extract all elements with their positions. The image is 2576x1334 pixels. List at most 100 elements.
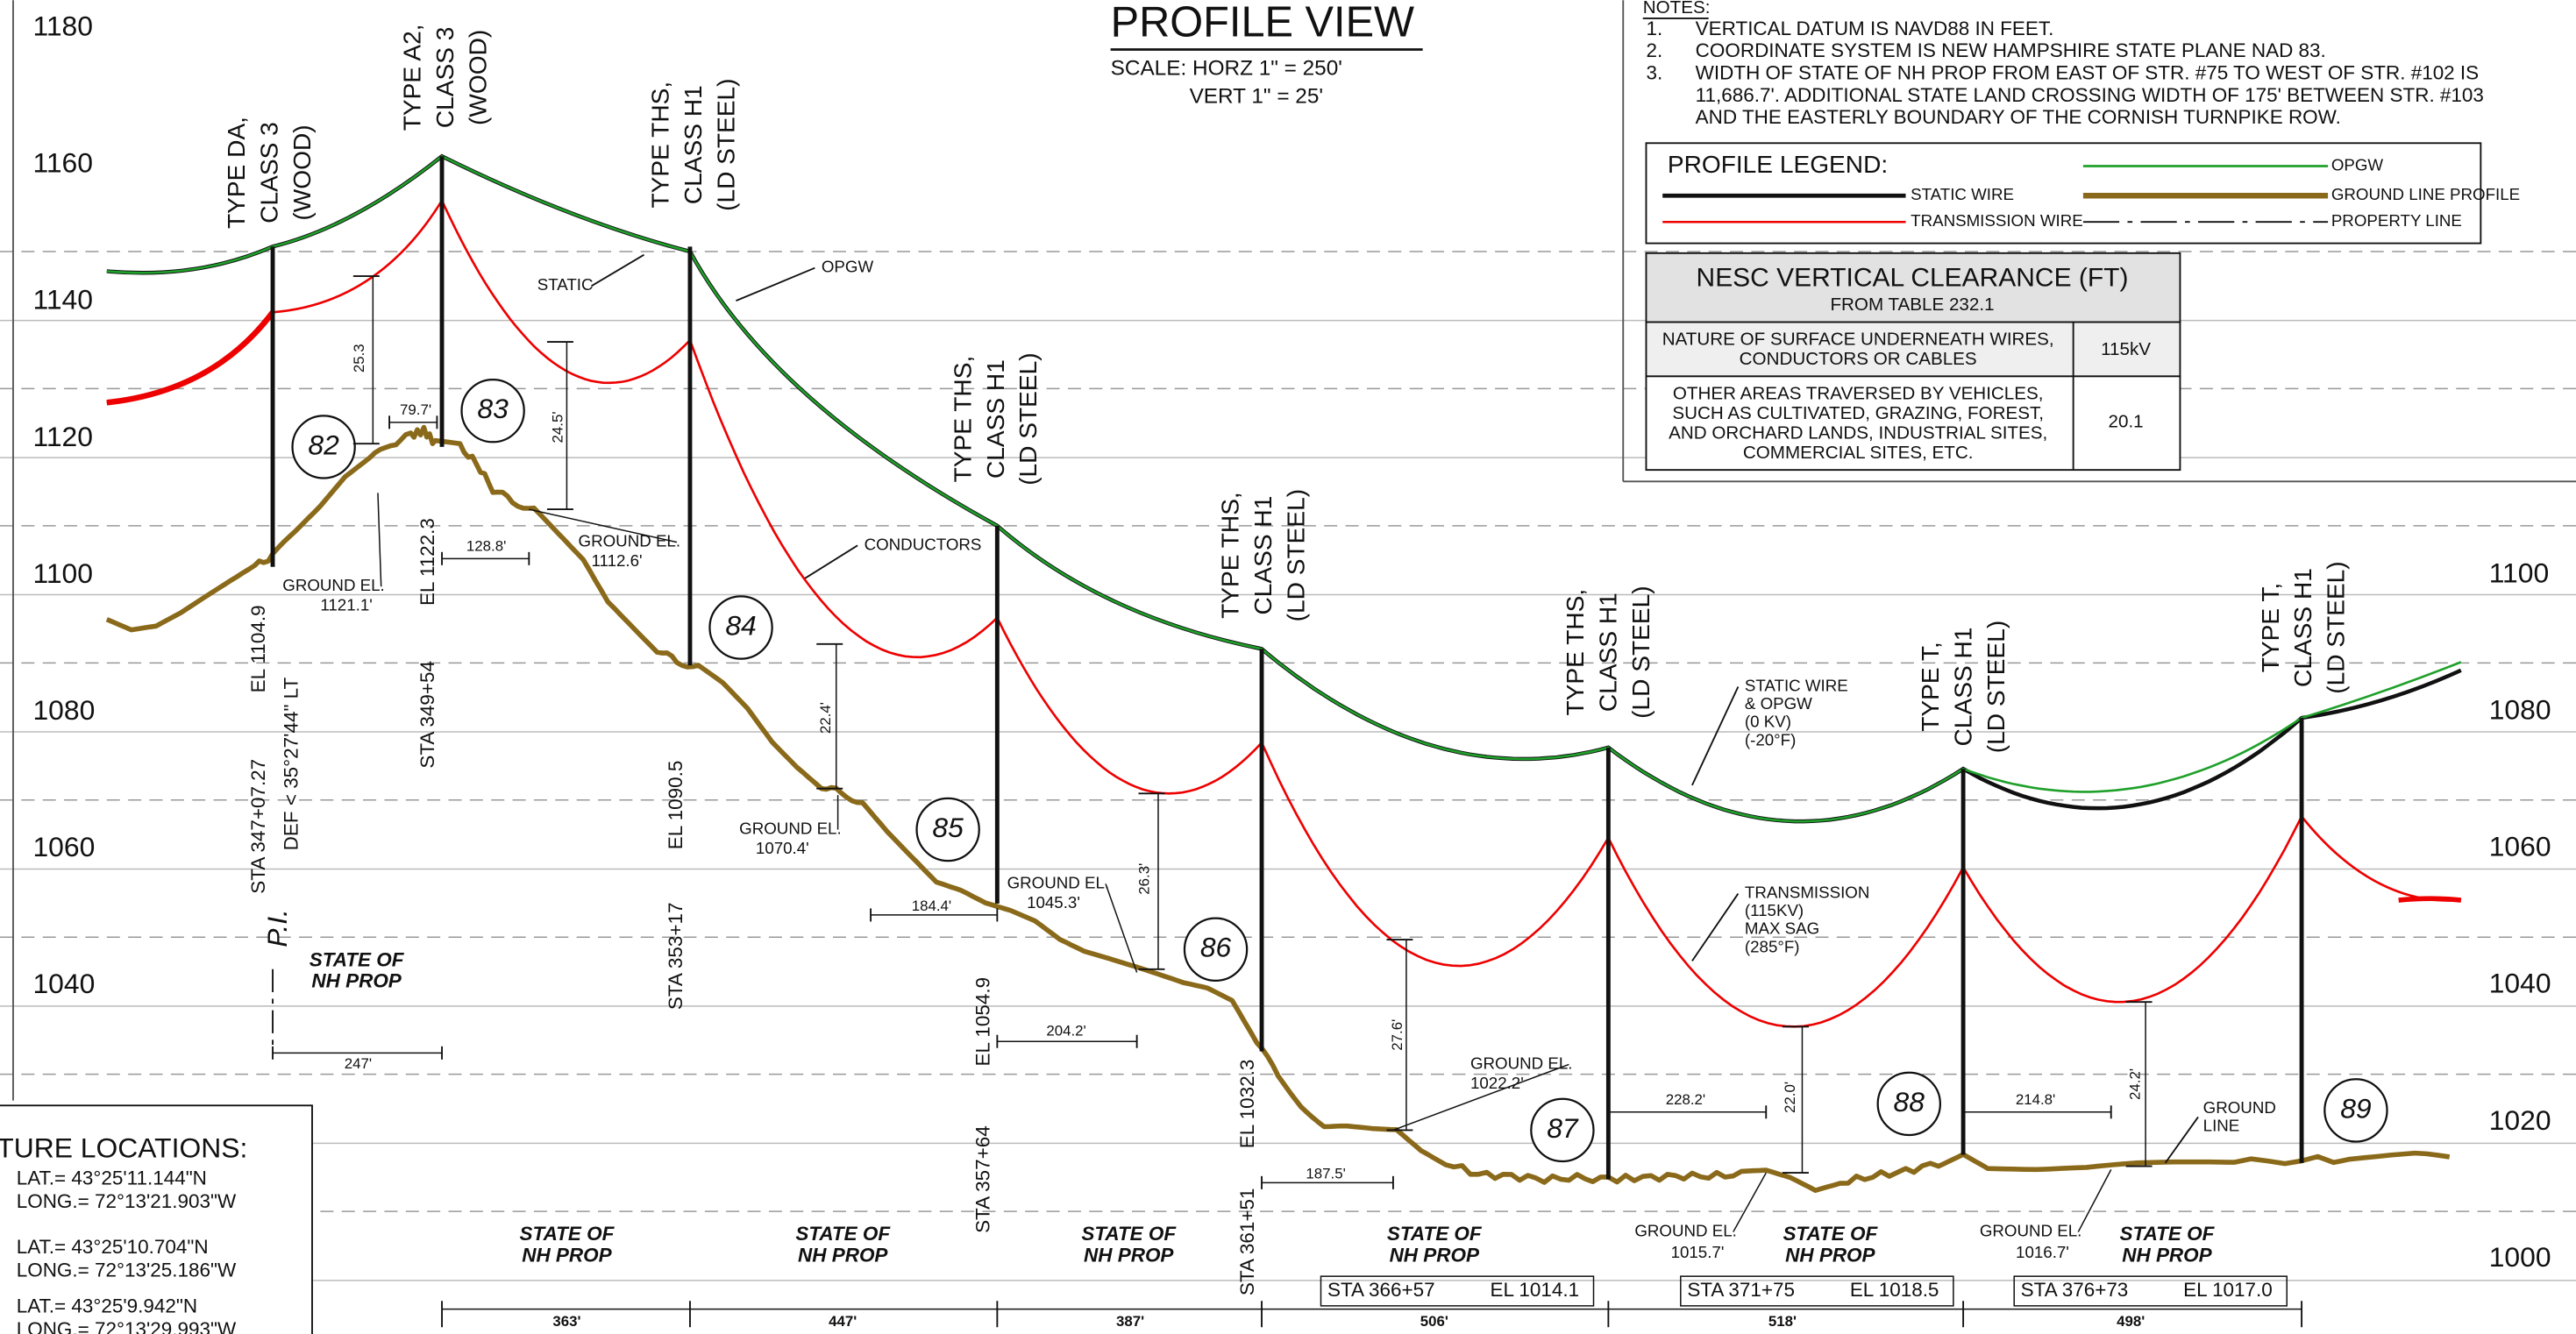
structure-type: TYPE THS, — [949, 356, 976, 483]
property-label: NH PROP — [1785, 1245, 1875, 1267]
structure-type: CLASS H1 — [1595, 592, 1622, 712]
wire-label: STATIC — [537, 275, 594, 294]
wire-label: MAX SAG — [1745, 919, 1819, 938]
structure-station: STA 357+64 — [971, 1125, 993, 1233]
ground-el-label: 1112.6' — [592, 551, 643, 570]
property-label: NH PROP — [1390, 1245, 1480, 1267]
structure-station: STA 347+07.27 — [247, 759, 269, 894]
span-length: 498' — [2117, 1313, 2145, 1330]
notes-heading: NOTES: — [1643, 0, 1711, 18]
table-cell: 20.1 — [2109, 411, 2144, 431]
ground-el-label: 1121.1' — [320, 596, 372, 614]
structure-elevation: EL 1122.3 — [416, 518, 438, 606]
structure-elevation: EL 1032.3 — [1236, 1060, 1258, 1149]
property-label: STATE OF — [2120, 1223, 2216, 1245]
structure-station: STA 353+17 — [665, 902, 687, 1010]
scale: VERT 1" = 25' — [1190, 84, 1323, 108]
transmission-wire-end — [2399, 898, 2461, 900]
property-label: STATE OF — [1081, 1223, 1177, 1245]
property-label: STATE OF — [1387, 1223, 1483, 1245]
elevation-label: 1180 — [32, 11, 92, 42]
note-number: 1. — [1646, 18, 1662, 39]
structure-type: (WOOD) — [288, 124, 316, 220]
dimension-label: 187.5' — [1306, 1165, 1345, 1181]
ground-el-label: 1045.3' — [1027, 893, 1080, 912]
property-label: STATE OF — [1783, 1223, 1878, 1245]
pi-label: P.I. — [261, 909, 293, 947]
property-label: NH PROP — [798, 1245, 888, 1267]
coordinate: LONG.= 72°13'21.903"W — [17, 1190, 237, 1212]
structure-type: TYPE T, — [1917, 642, 1944, 732]
table-subtitle: FROM TABLE 232.1 — [1830, 294, 1994, 315]
elevation-label: 1160 — [32, 147, 92, 179]
wire-label: (285°F) — [1745, 937, 1800, 955]
elevation-label: 1140 — [32, 284, 92, 316]
property-label: STATE OF — [310, 948, 405, 970]
wire-label: CONDUCTORS — [865, 535, 982, 553]
elevation-label: 1040 — [2489, 968, 2551, 999]
property-label: STATE OF — [795, 1223, 891, 1245]
dimension-label: 247' — [345, 1055, 372, 1072]
table-cell: SUCH AS CULTIVATED, GRAZING, FOREST, — [1672, 403, 2044, 423]
wire-label: & OPGW — [1745, 694, 1812, 713]
structure-type: (WOOD) — [465, 30, 492, 125]
dimension-label: 26.3' — [1135, 863, 1152, 895]
structure-elevation: EL 1018.5 — [1850, 1279, 1939, 1301]
note-text: AND THE EASTERLY BOUNDARY OF THE CORNISH… — [1696, 106, 2341, 128]
legend-label: PROPERTY LINE — [2331, 211, 2462, 230]
wire-label: LINE — [2203, 1117, 2240, 1135]
page: 1180116011401120110010801060104010201000… — [0, 0, 2576, 1334]
ground-el-label: 1022.2' — [1470, 1074, 1524, 1092]
coordinate: LONG.= 72°13'29.993"W — [17, 1318, 237, 1334]
elevation-label: 1080 — [32, 694, 95, 726]
ground-el-label: GROUND EL. — [282, 576, 385, 594]
table-header: NATURE OF SURFACE UNDERNEATH WIRES, — [1662, 330, 2054, 350]
leader-line — [2166, 1117, 2198, 1162]
legend-label: STATIC WIRE — [1911, 185, 2014, 203]
structure-elevation: EL 1054.9 — [971, 977, 993, 1067]
dimension-label: 24.5' — [550, 411, 566, 443]
leader-line — [378, 493, 381, 586]
elevation-label: 1100 — [2489, 557, 2549, 588]
table-cell: COMMERCIAL SITES, ETC. — [1743, 443, 1974, 463]
structure-type: CLASS H1 — [1949, 628, 1976, 747]
structure-station: STA 371+75 — [1687, 1279, 1795, 1301]
legend-label: OPGW — [2331, 155, 2384, 174]
dimension-label: 128.8' — [466, 538, 506, 555]
ground-el-label: GROUND EL. — [1634, 1222, 1737, 1240]
leader-line — [592, 255, 644, 287]
dimension-label: 204.2' — [1046, 1022, 1085, 1039]
ground-el-label: 1070.4' — [756, 839, 809, 857]
wire-label: GROUND — [2203, 1098, 2276, 1117]
scale: SCALE: HORZ 1" = 250' — [1111, 56, 1342, 80]
leader-line — [1692, 686, 1738, 784]
structure-number: 82 — [308, 429, 339, 460]
coordinate: LAT.= 43°25'10.704"N — [17, 1236, 209, 1258]
ground-el-label: GROUND EL. — [739, 819, 842, 837]
structure-type: (LD STEEL) — [1982, 621, 2010, 753]
elevation-label: 1120 — [32, 421, 92, 452]
structure-type: TYPE THS, — [1217, 492, 1244, 619]
elevation-label: 1060 — [32, 831, 95, 862]
ground-el-label: GROUND EL. — [1007, 873, 1110, 891]
structure-number: 87 — [1547, 1112, 1579, 1144]
structure-type: CLASS H1 — [680, 85, 707, 204]
structure-type: (LD STEEL) — [2323, 561, 2350, 693]
structure-type: CLASS 3 — [431, 27, 459, 129]
structure-station: STA 376+73 — [2021, 1279, 2129, 1301]
dimension-label: 228.2' — [1666, 1091, 1705, 1108]
structure-number: 88 — [1894, 1086, 1925, 1118]
profile-drawing: 1180116011401120110010801060104010201000… — [0, 0, 2576, 1334]
elevation-label: 1060 — [2489, 831, 2551, 862]
ground-el-label: 1015.7' — [1671, 1243, 1725, 1261]
note-text: WIDTH OF STATE OF NH PROP FROM EAST OF S… — [1696, 62, 2479, 84]
note-text: 11,686.7'. ADDITIONAL STATE LAND CROSSIN… — [1696, 84, 2484, 106]
table-header: CONDUCTORS OR CABLES — [1740, 349, 1977, 369]
structure-type: CLASS H1 — [2289, 568, 2316, 687]
span-length: 447' — [829, 1313, 857, 1330]
leader-line — [736, 268, 815, 301]
legend-label: GROUND LINE PROFILE — [2331, 185, 2520, 203]
note-number: 2. — [1646, 39, 1662, 61]
dimension-label: 22.4' — [817, 702, 834, 734]
structure-elevation: EL 1017.0 — [2183, 1279, 2273, 1301]
